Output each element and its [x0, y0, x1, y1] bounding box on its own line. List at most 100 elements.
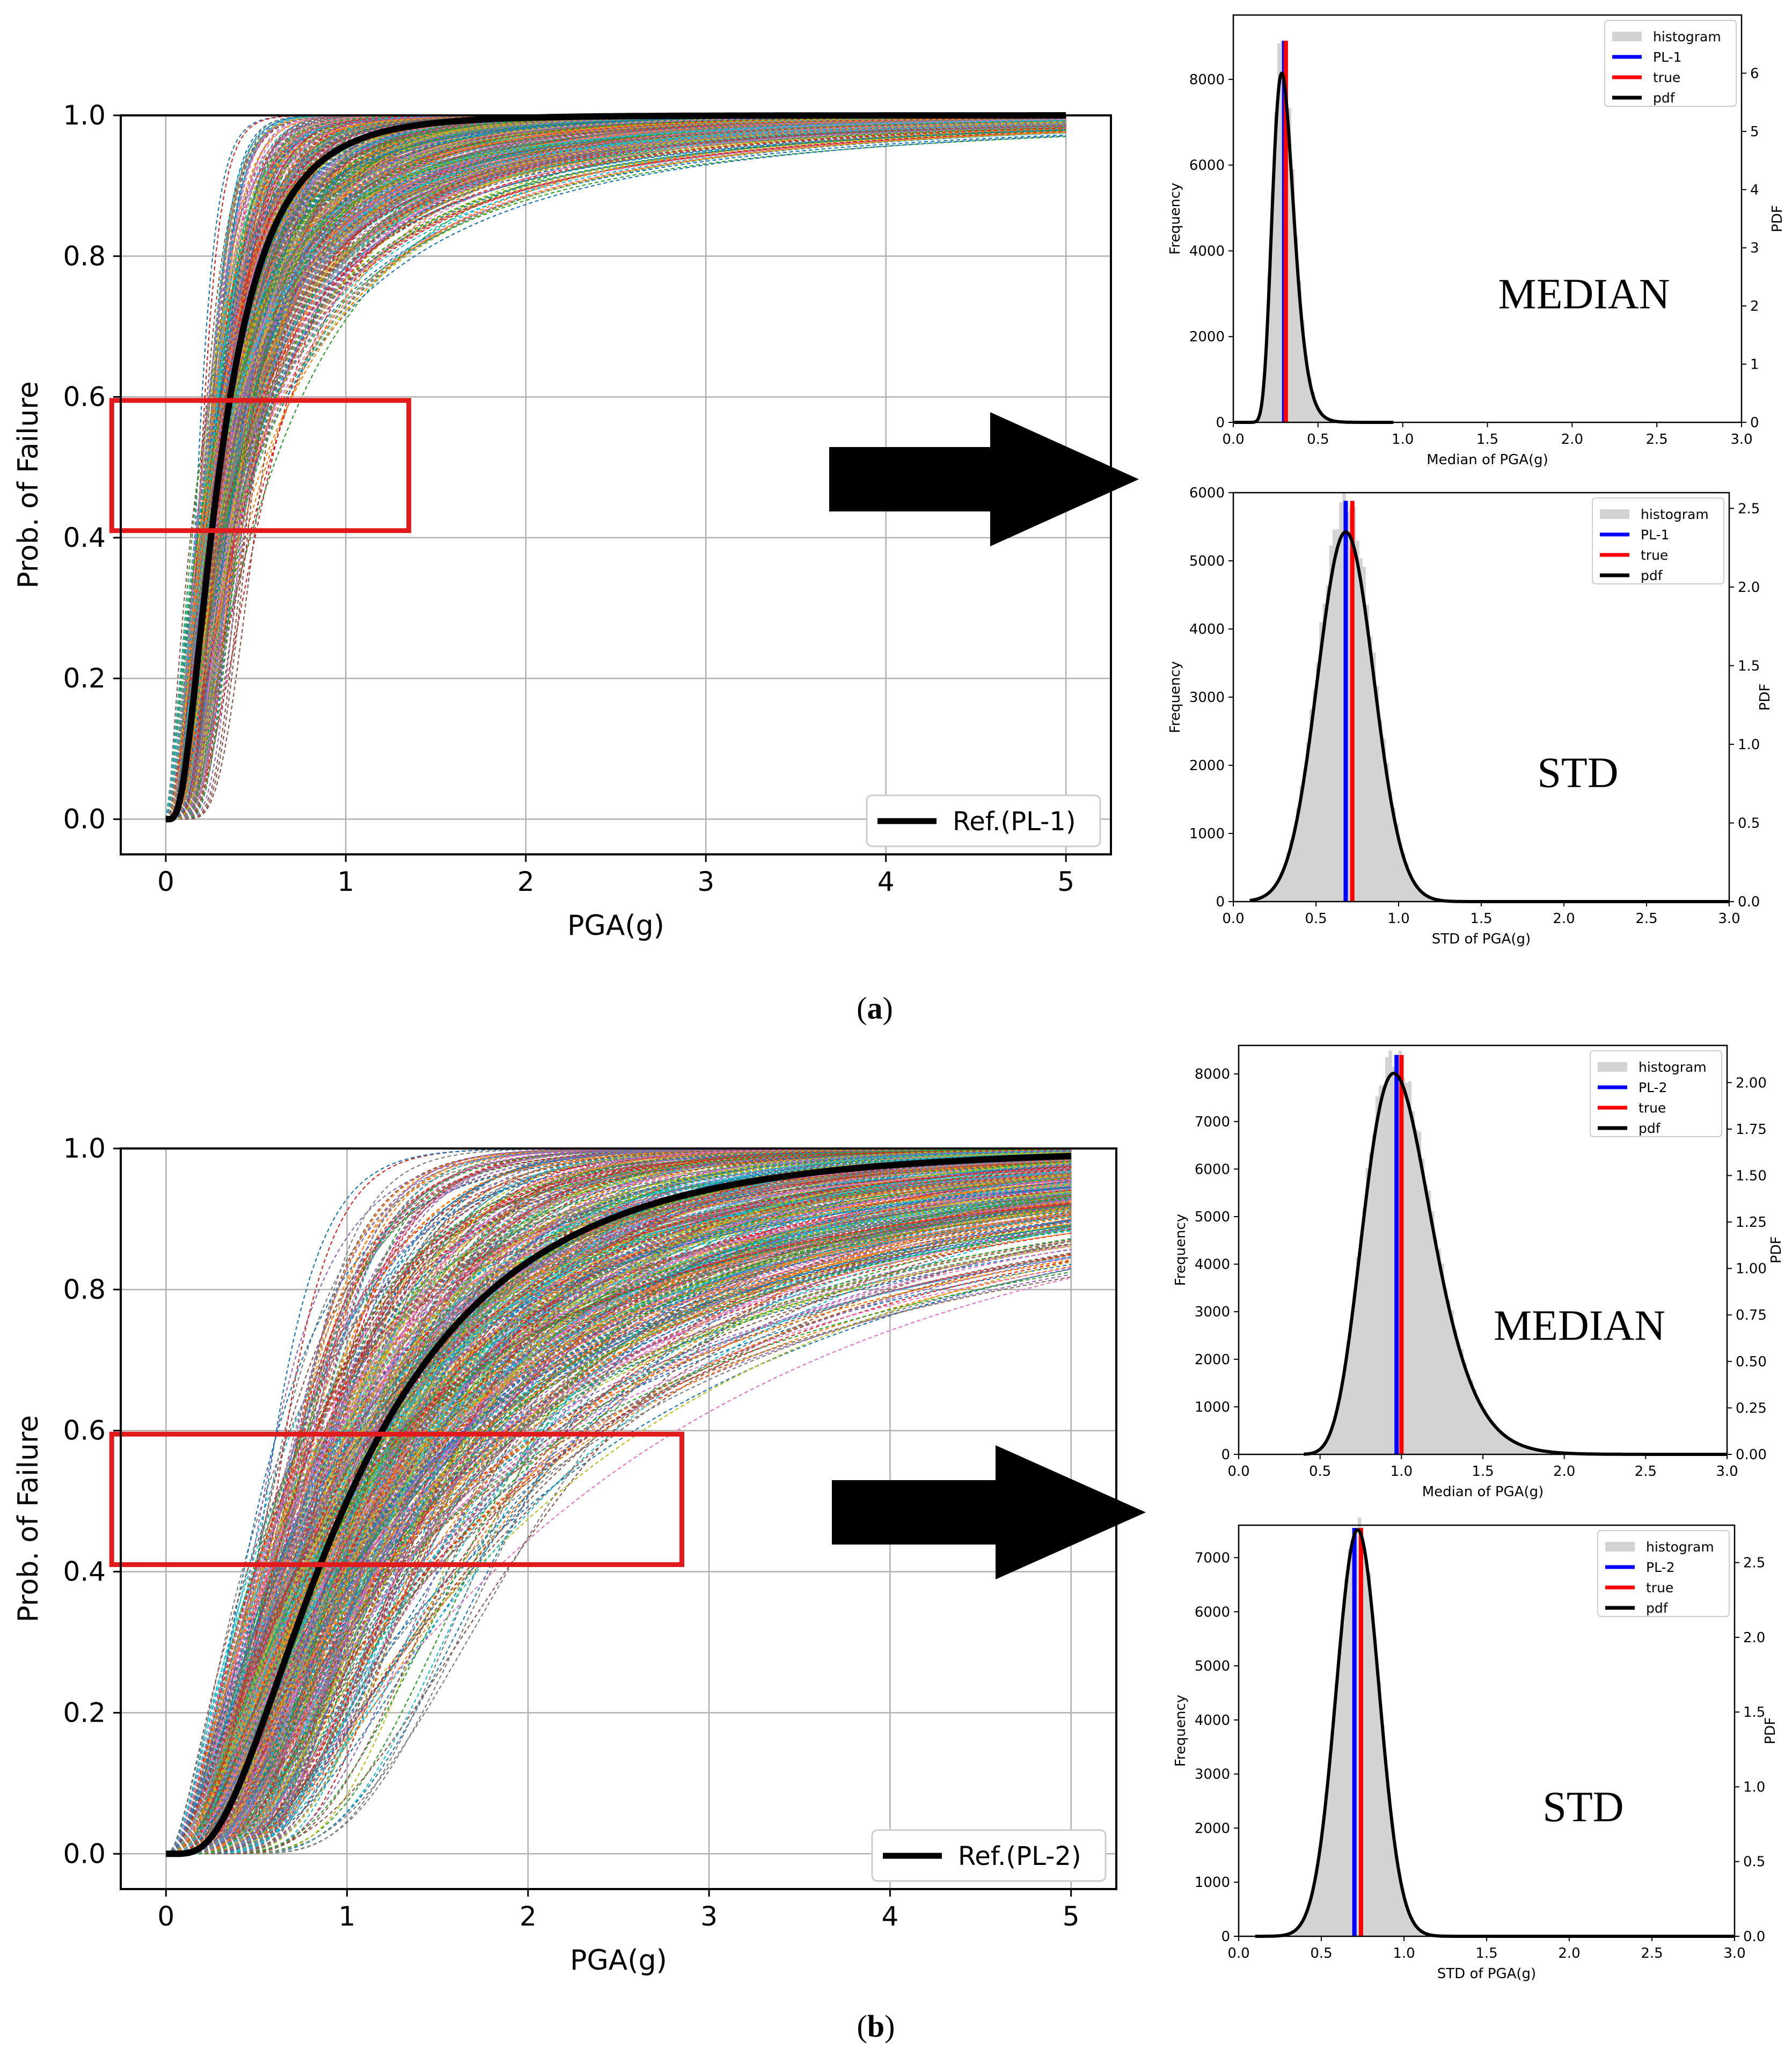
- y2-tick-label: 0.00: [1736, 1447, 1767, 1463]
- y2-tick-label: 1.00: [1736, 1261, 1767, 1277]
- histogram-bar: [1288, 108, 1291, 422]
- legend-frame: [1604, 20, 1737, 107]
- y-tick-label: 2000: [1195, 1820, 1230, 1836]
- histogram-bar: [1382, 738, 1386, 902]
- histogram-bar: [1515, 1443, 1519, 1454]
- histogram-bar: [1349, 1322, 1353, 1454]
- histogram-bar: [1408, 873, 1413, 902]
- histogram-bar: [1371, 1618, 1375, 1936]
- median-histogram-b: 0.0 0.5 1.0 1.5 2.0 2.5 3.0 0 1000 2000 3000 4000 50…: [1173, 1044, 1784, 1500]
- y2-tick-label: 1.0: [1743, 1779, 1765, 1795]
- sample-curve: [166, 1150, 1071, 1855]
- sample-curve: [166, 1163, 1071, 1855]
- x-tick-label: 1: [339, 1901, 356, 1932]
- legend-label: histogram: [1639, 1059, 1707, 1075]
- x-tick-label: 3.0: [1716, 1463, 1738, 1480]
- x-tick-label: 0: [157, 866, 174, 897]
- x-tick-label: 2: [517, 866, 535, 897]
- histogram-bar: [1496, 1428, 1500, 1454]
- histogram-bar: [1518, 1444, 1523, 1454]
- histogram-bar: [1323, 1443, 1327, 1454]
- histogram-bar: [1410, 1919, 1415, 1936]
- histogram-bar: [1318, 411, 1322, 422]
- histogram-bar: [1263, 355, 1268, 422]
- histogram-bar: [1304, 356, 1308, 422]
- sample-curve: [166, 1187, 1071, 1855]
- histogram-bar: [1417, 1131, 1422, 1454]
- x-axis-label: STD of PGA(g): [1432, 931, 1531, 947]
- sample-curve: [166, 1158, 1071, 1855]
- sample-curve: [166, 1276, 1071, 1855]
- histogram-bar: [1379, 720, 1383, 902]
- x-tick-label: 0.0: [1222, 431, 1244, 448]
- sample-curve: [166, 1152, 1071, 1855]
- sample-curve: [166, 1167, 1071, 1855]
- sample-curve: [165, 123, 1066, 820]
- histogram-bar: [1397, 1871, 1401, 1936]
- histogram-bar: [1346, 1341, 1350, 1454]
- y-tick-label: 0.2: [63, 663, 106, 694]
- histogram-bar: [1297, 280, 1301, 422]
- x-tick-label: 0.5: [1305, 911, 1327, 927]
- histogram-bar: [1279, 873, 1283, 902]
- histogram-bar: [1378, 1086, 1383, 1454]
- legend-label: histogram: [1641, 507, 1709, 522]
- histogram-bar: [1307, 377, 1312, 422]
- arrow-icon-a: [829, 412, 1139, 546]
- sample-curve: [166, 1159, 1071, 1855]
- sample-curve: [166, 1205, 1071, 1855]
- histogram-bar: [1489, 1419, 1493, 1454]
- x-tick-label: 2.5: [1645, 431, 1667, 448]
- histogram-bar: [1422, 893, 1425, 902]
- sample-curve: [166, 1162, 1071, 1855]
- histogram-bar: [1427, 1190, 1431, 1454]
- y-tick-label: 1000: [1189, 826, 1225, 842]
- histogram-bar: [1339, 502, 1343, 902]
- histogram-bar: [1417, 1929, 1421, 1936]
- x-tick-label: 1.5: [1472, 1463, 1494, 1480]
- sample-curve: [166, 1187, 1071, 1855]
- legend-label: pdf: [1639, 1121, 1661, 1136]
- sample-curve: [166, 1211, 1071, 1855]
- histogram-bar: [1525, 1446, 1529, 1454]
- sample-curve: [166, 1265, 1071, 1855]
- histogram-bar: [1430, 1211, 1435, 1454]
- sample-curve: [165, 119, 1066, 819]
- histogram-bar: [1420, 1931, 1424, 1936]
- sample-curve: [165, 128, 1066, 820]
- histogram-bar: [1311, 1889, 1315, 1936]
- histogram-bar: [1377, 1682, 1381, 1936]
- sample-curve: [166, 1213, 1071, 1855]
- legend-frame: [1597, 1530, 1730, 1617]
- legend-label: histogram: [1653, 29, 1721, 45]
- sample-curve: [166, 1177, 1071, 1855]
- sample-curve: [166, 1224, 1071, 1855]
- x-tick-label: 0.5: [1309, 1463, 1331, 1480]
- histogram-bar: [1541, 1451, 1545, 1454]
- sample-curve: [166, 1160, 1071, 1855]
- histogram-bar: [1391, 1824, 1395, 1936]
- sample-curve: [166, 1151, 1071, 1855]
- histogram-bar: [1269, 889, 1274, 902]
- x-tick-label: 1.5: [1470, 911, 1492, 927]
- sample-curve: [166, 1149, 1071, 1855]
- legend-label: true: [1641, 547, 1668, 563]
- sample-curve: [166, 1158, 1071, 1855]
- sample-curve: [166, 1240, 1071, 1855]
- histogram-bar: [1348, 1549, 1352, 1936]
- x-tick-label: 0.5: [1310, 1945, 1332, 1962]
- caption-b: (b): [857, 2009, 895, 2044]
- sample-curve: [166, 1214, 1071, 1855]
- x-tick-label: 3.0: [1723, 1945, 1745, 1962]
- y2-tick-label: 1.5: [1738, 658, 1760, 674]
- histogram-bar: [1337, 1648, 1342, 1936]
- legend: histogram PL-1 true pdf: [1604, 20, 1737, 107]
- y-tick-label: 6000: [1195, 1161, 1230, 1177]
- y2-tick-label: 2.00: [1736, 1075, 1767, 1091]
- sample-curve: [166, 1183, 1071, 1855]
- histogram-bar: [1365, 1168, 1370, 1454]
- y2-tick-label: 1.25: [1736, 1214, 1767, 1231]
- sample-curve: [166, 1153, 1071, 1855]
- legend-swatch: [1598, 1062, 1627, 1072]
- arrow-icon-b: [832, 1445, 1146, 1579]
